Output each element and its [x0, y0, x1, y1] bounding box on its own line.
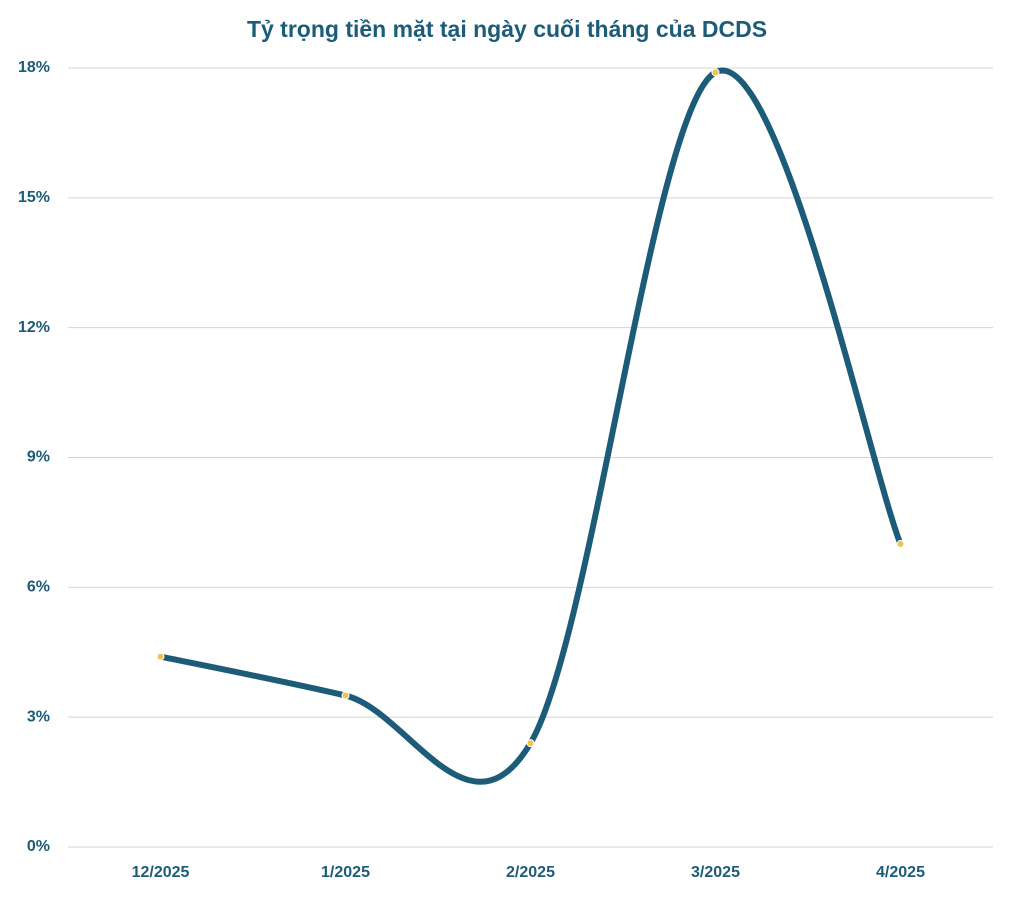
- marker: [896, 540, 905, 549]
- line: [157, 67, 904, 785]
- x-tick-label: 4/2025: [876, 864, 925, 881]
- chart-title: Tỷ trọng tiền mặt tại ngày cuối tháng củ…: [247, 16, 767, 42]
- x-tick-label: 1/2025: [321, 864, 370, 881]
- y-tick-label: 18%: [18, 59, 50, 76]
- y-tick-label: 0%: [27, 838, 50, 855]
- y-tick-label: 15%: [18, 189, 50, 206]
- marker: [341, 691, 350, 700]
- y-tick-label: 9%: [27, 449, 50, 466]
- x-tick-label: 2/2025: [506, 864, 555, 881]
- marker: [711, 68, 720, 77]
- marker: [526, 739, 535, 748]
- x-tick-label: 3/2025: [691, 864, 740, 881]
- y-tick-label: 6%: [27, 579, 50, 596]
- y-tick-label: 12%: [18, 319, 50, 336]
- marker: [156, 652, 165, 661]
- x-tick-label: 12/2025: [132, 864, 190, 881]
- y-tick-label: 3%: [27, 708, 50, 725]
